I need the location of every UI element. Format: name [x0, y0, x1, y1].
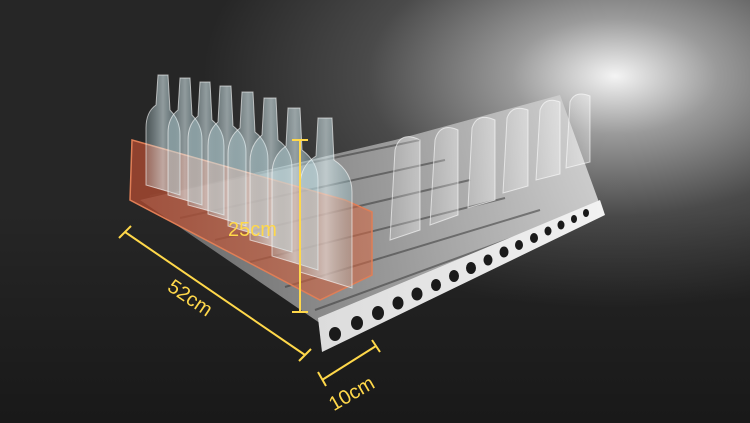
bottle-row	[145, 74, 353, 289]
length-dimension-line	[124, 231, 306, 356]
clear-dividers	[389, 93, 591, 241]
width-dimension-line	[321, 345, 377, 381]
height-label: 25cm	[228, 219, 277, 241]
dimension-lines	[118, 139, 381, 387]
front-strip-holes	[329, 209, 589, 341]
